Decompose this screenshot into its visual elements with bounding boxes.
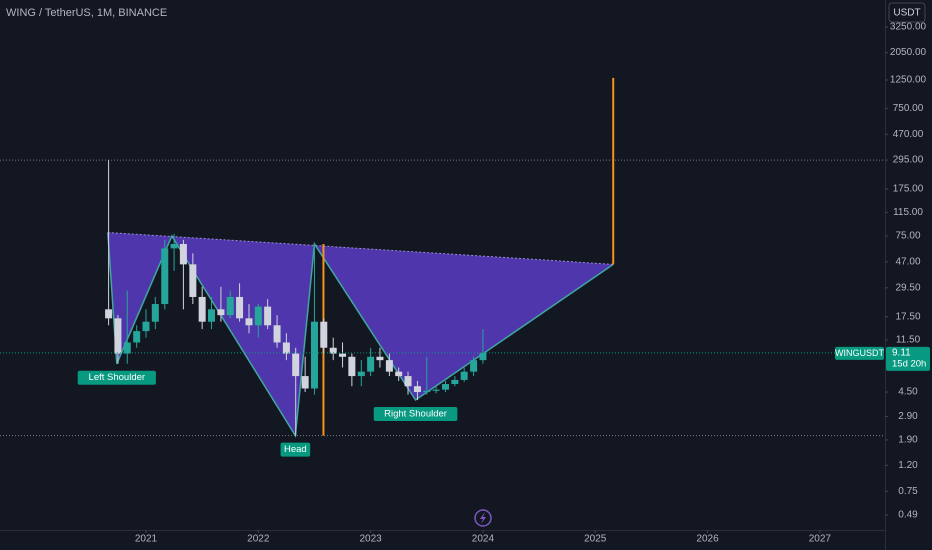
y-tick-label: 17.50	[895, 311, 920, 322]
candle-body	[301, 376, 309, 389]
candle-body	[245, 318, 253, 326]
countdown-label: 15d 20h	[892, 358, 926, 369]
icon-ring[interactable]	[474, 509, 492, 527]
y-tick-label: 4.50	[898, 387, 918, 398]
price-box	[886, 346, 930, 371]
x-tick-label: 2023	[359, 534, 382, 545]
candle-body	[470, 360, 478, 372]
candle-body	[395, 371, 403, 377]
pattern-label-box	[373, 406, 458, 421]
candle-body	[367, 356, 375, 372]
candle-body	[133, 331, 141, 343]
candle-body	[142, 321, 150, 332]
y-tick-label: 115.00	[893, 207, 923, 218]
candle-body	[114, 318, 122, 354]
symbol-label: WINGUSDT	[835, 348, 884, 358]
candle-body	[442, 384, 450, 390]
candle-body	[264, 306, 272, 326]
candle-body	[179, 243, 187, 265]
pattern-label: Head	[284, 444, 307, 455]
candle-body	[404, 376, 412, 387]
candle-body	[123, 342, 131, 354]
chart-title: WING / TetherUS, 1M, BINANCE	[6, 7, 167, 19]
candle-body	[376, 356, 384, 361]
candle-body	[329, 347, 337, 354]
y-tick-label: 11.50	[896, 335, 921, 346]
candle-body	[432, 389, 440, 391]
x-tick-label: 2027	[809, 534, 832, 545]
y-tick-label: 47.00	[895, 257, 920, 268]
candle-body	[105, 309, 113, 319]
y-tick-label: 470.00	[893, 129, 924, 140]
x-tick-label: 2024	[472, 534, 495, 545]
icon-bolt[interactable]	[480, 512, 486, 524]
candle-body	[413, 386, 421, 393]
y-tick-label: 750.00	[893, 103, 924, 114]
candle-body	[151, 304, 159, 322]
x-tick-label: 2025	[584, 534, 607, 545]
y-tick-label: 29.50	[895, 282, 920, 293]
y-tick-label: 0.49	[898, 510, 918, 521]
candle-body	[254, 306, 262, 326]
lightning-icon[interactable]	[474, 509, 492, 527]
y-tick-label: 2050.00	[890, 47, 927, 58]
x-tick-label: 2021	[135, 534, 158, 545]
candle-body	[348, 356, 356, 377]
symbol-box	[835, 346, 884, 360]
currency-label[interactable]: USDT	[893, 8, 920, 19]
pattern-label-box	[77, 370, 156, 385]
candle-body	[207, 309, 215, 322]
candle-body	[217, 309, 225, 316]
candle-body	[198, 296, 206, 322]
y-tick-label: 1.20	[898, 460, 918, 471]
candle-body	[236, 296, 244, 319]
pattern-area	[107, 232, 614, 436]
y-tick-label: 1.90	[898, 435, 918, 446]
candle-body	[189, 264, 197, 297]
price-label: 9.11	[892, 348, 911, 359]
candle-body	[292, 353, 300, 377]
candle-body	[339, 353, 347, 357]
y-tick-label: 1250.00	[890, 75, 927, 86]
currency-button[interactable]	[888, 2, 926, 23]
y-tick-label: 175.00	[893, 184, 924, 195]
candle-body	[479, 352, 487, 361]
y-tick-label: 75.00	[895, 231, 920, 242]
candle-body	[161, 248, 169, 305]
y-tick-label: 295.00	[893, 155, 924, 166]
candle-body	[451, 379, 459, 385]
pattern-label: Left Shoulder	[89, 372, 146, 383]
pattern-label-box	[280, 442, 311, 457]
candle-body	[226, 296, 234, 316]
x-tick-label: 2026	[696, 534, 719, 545]
y-tick-label: 3250.00	[890, 22, 927, 33]
candle-body	[310, 321, 318, 389]
candle-body	[460, 371, 468, 380]
candle-body	[170, 243, 178, 249]
neckline	[107, 231, 614, 265]
candle-body	[320, 321, 328, 348]
pattern-label: Right Shoulder	[384, 408, 447, 419]
y-tick-label: 2.90	[898, 411, 918, 422]
candle-body	[273, 325, 281, 343]
candle-body	[282, 342, 290, 354]
x-tick-label: 2022	[247, 534, 270, 545]
candle-body	[357, 371, 365, 377]
candle-body	[385, 360, 393, 372]
candle-body	[423, 390, 431, 393]
y-tick-label: 0.75	[898, 486, 918, 497]
